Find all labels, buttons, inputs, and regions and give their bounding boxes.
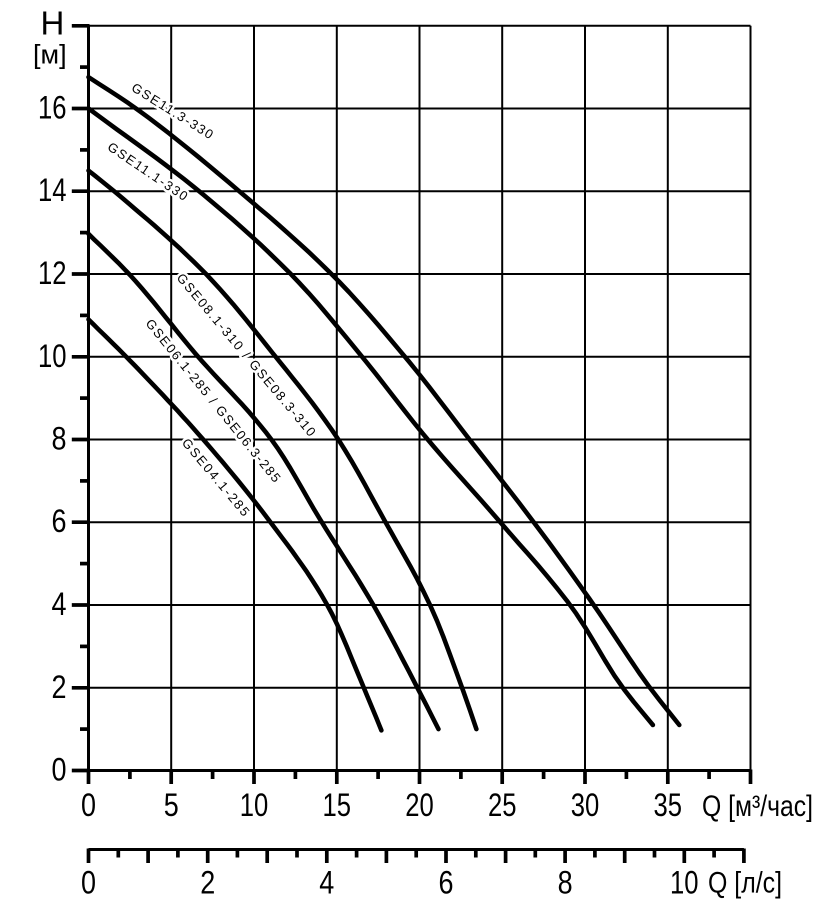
- svg-text:0: 0: [52, 752, 67, 788]
- svg-text:2: 2: [52, 669, 67, 705]
- svg-text:10: 10: [38, 338, 67, 374]
- svg-text:14: 14: [38, 172, 67, 208]
- svg-text:10: 10: [240, 787, 269, 823]
- svg-text:Q [л/с]: Q [л/с]: [708, 867, 782, 900]
- svg-text:Q [м³/час]: Q [м³/час]: [702, 790, 813, 823]
- svg-text:6: 6: [52, 503, 67, 539]
- svg-text:2: 2: [200, 865, 215, 901]
- svg-text:5: 5: [164, 787, 179, 823]
- svg-text:4: 4: [319, 865, 334, 901]
- svg-text:25: 25: [488, 787, 517, 823]
- svg-text:15: 15: [323, 787, 352, 823]
- svg-text:16: 16: [38, 90, 67, 126]
- svg-text:8: 8: [558, 865, 573, 901]
- svg-text:0: 0: [81, 865, 96, 901]
- svg-text:4: 4: [52, 586, 67, 622]
- svg-text:12: 12: [38, 255, 67, 291]
- svg-text:H: H: [41, 5, 65, 42]
- svg-text:[м]: [м]: [33, 40, 67, 70]
- svg-text:10: 10: [670, 865, 699, 901]
- svg-text:8: 8: [52, 421, 67, 457]
- svg-text:6: 6: [439, 865, 454, 901]
- svg-text:30: 30: [571, 787, 600, 823]
- svg-text:20: 20: [405, 787, 434, 823]
- svg-text:35: 35: [654, 787, 683, 823]
- svg-text:0: 0: [81, 787, 96, 823]
